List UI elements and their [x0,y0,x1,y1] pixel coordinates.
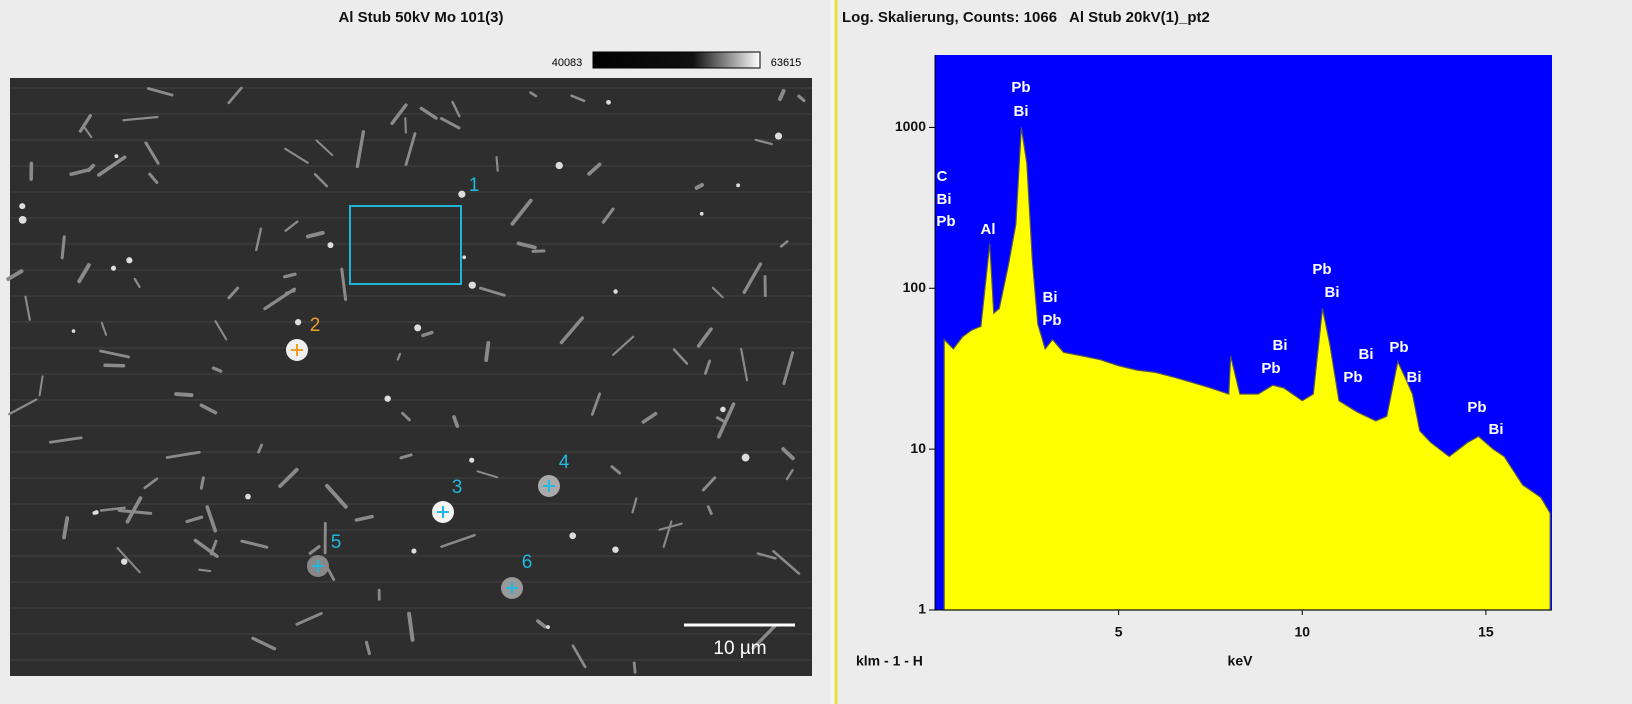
particle [201,478,203,489]
particle [414,324,421,331]
particle [533,251,544,252]
chart-title: Log. Skalierung, Counts: 1066 Al Stub 20… [842,9,1210,26]
x-tick-label: 5 [1115,624,1123,640]
peak-label: Pb [936,213,955,230]
particle [199,570,210,571]
particle [62,237,64,258]
marker-label: 5 [331,532,342,553]
particle [111,266,116,271]
peak-label: Bi [1489,421,1504,438]
scale-bar-label: 10 µm [713,638,766,659]
peak-label: Pb [1389,339,1408,356]
marker-label: 6 [522,552,533,573]
particle [384,395,390,401]
particle [405,118,406,132]
screen: Al Stub 50kV Mo 101(3) 40083 63615 1 2 3 4 5… [0,0,1632,704]
particle [634,663,635,672]
particle [327,242,333,248]
page: Al Stub 50kV Mo 101(3) 40083 63615 1 2 3 4 5… [0,0,1632,704]
peak-label: Pb [1312,261,1331,278]
colorbar [593,52,760,68]
y-tick-label: 1000 [895,118,926,134]
peak-label: Pb [1343,369,1362,386]
sem-background [10,78,812,676]
sem-image: 1 2 3 4 5 6 10 µm [8,78,812,676]
y-tick-label: 10 [910,440,926,456]
particle [176,394,191,395]
particle [569,532,576,539]
marker-label: 3 [452,477,463,498]
peak-label: Al [981,221,996,238]
peak-label: Bi [937,191,952,208]
colorbar-min: 40083 [552,57,583,69]
particle [736,183,740,187]
peak-label: Bi [1014,103,1029,120]
particle [72,329,76,333]
particle [295,319,301,325]
marker-label: 2 [310,315,321,336]
particle [613,289,617,293]
particle [114,154,118,158]
peak-label: C [937,168,948,185]
peak-label: Bi [1407,369,1422,386]
chart-footer: klm - 1 - H [856,653,923,669]
particle [94,510,98,514]
peak-label: Pb [1011,79,1030,96]
colorbar-max: 63615 [771,57,802,69]
y-tick-label: 100 [903,279,927,295]
particle [458,191,465,198]
particle [469,282,476,289]
particle [469,458,474,463]
peak-label: Bi [1359,346,1374,363]
image-title: Al Stub 50kV Mo 101(3) [338,9,503,26]
marker-label: 4 [559,452,570,473]
particle [546,625,550,629]
particle [19,203,25,209]
particle [700,212,704,216]
x-tick-label: 15 [1478,624,1494,640]
y-tick-label: 1 [918,601,926,617]
particle [720,407,726,413]
particle [606,100,611,105]
particle [486,343,488,360]
particle [497,157,498,171]
particle [462,255,466,259]
particle [411,549,416,554]
particle [121,558,127,564]
particle [19,216,27,224]
peak-label: Bi [1043,289,1058,306]
particle [742,454,750,462]
particle [612,546,618,552]
particle [556,162,563,169]
marker-label: 1 [469,175,480,196]
particle [775,133,782,140]
peak-label: Bi [1325,284,1340,301]
particle [245,494,251,500]
peak-label: Pb [1467,399,1486,416]
x-axis-label: keV [1228,653,1254,669]
particle [697,185,702,188]
peak-label: Pb [1261,360,1280,377]
particle [126,257,132,263]
peak-label: Pb [1042,312,1061,329]
x-tick-label: 10 [1294,624,1310,640]
peak-label: Bi [1273,337,1288,354]
